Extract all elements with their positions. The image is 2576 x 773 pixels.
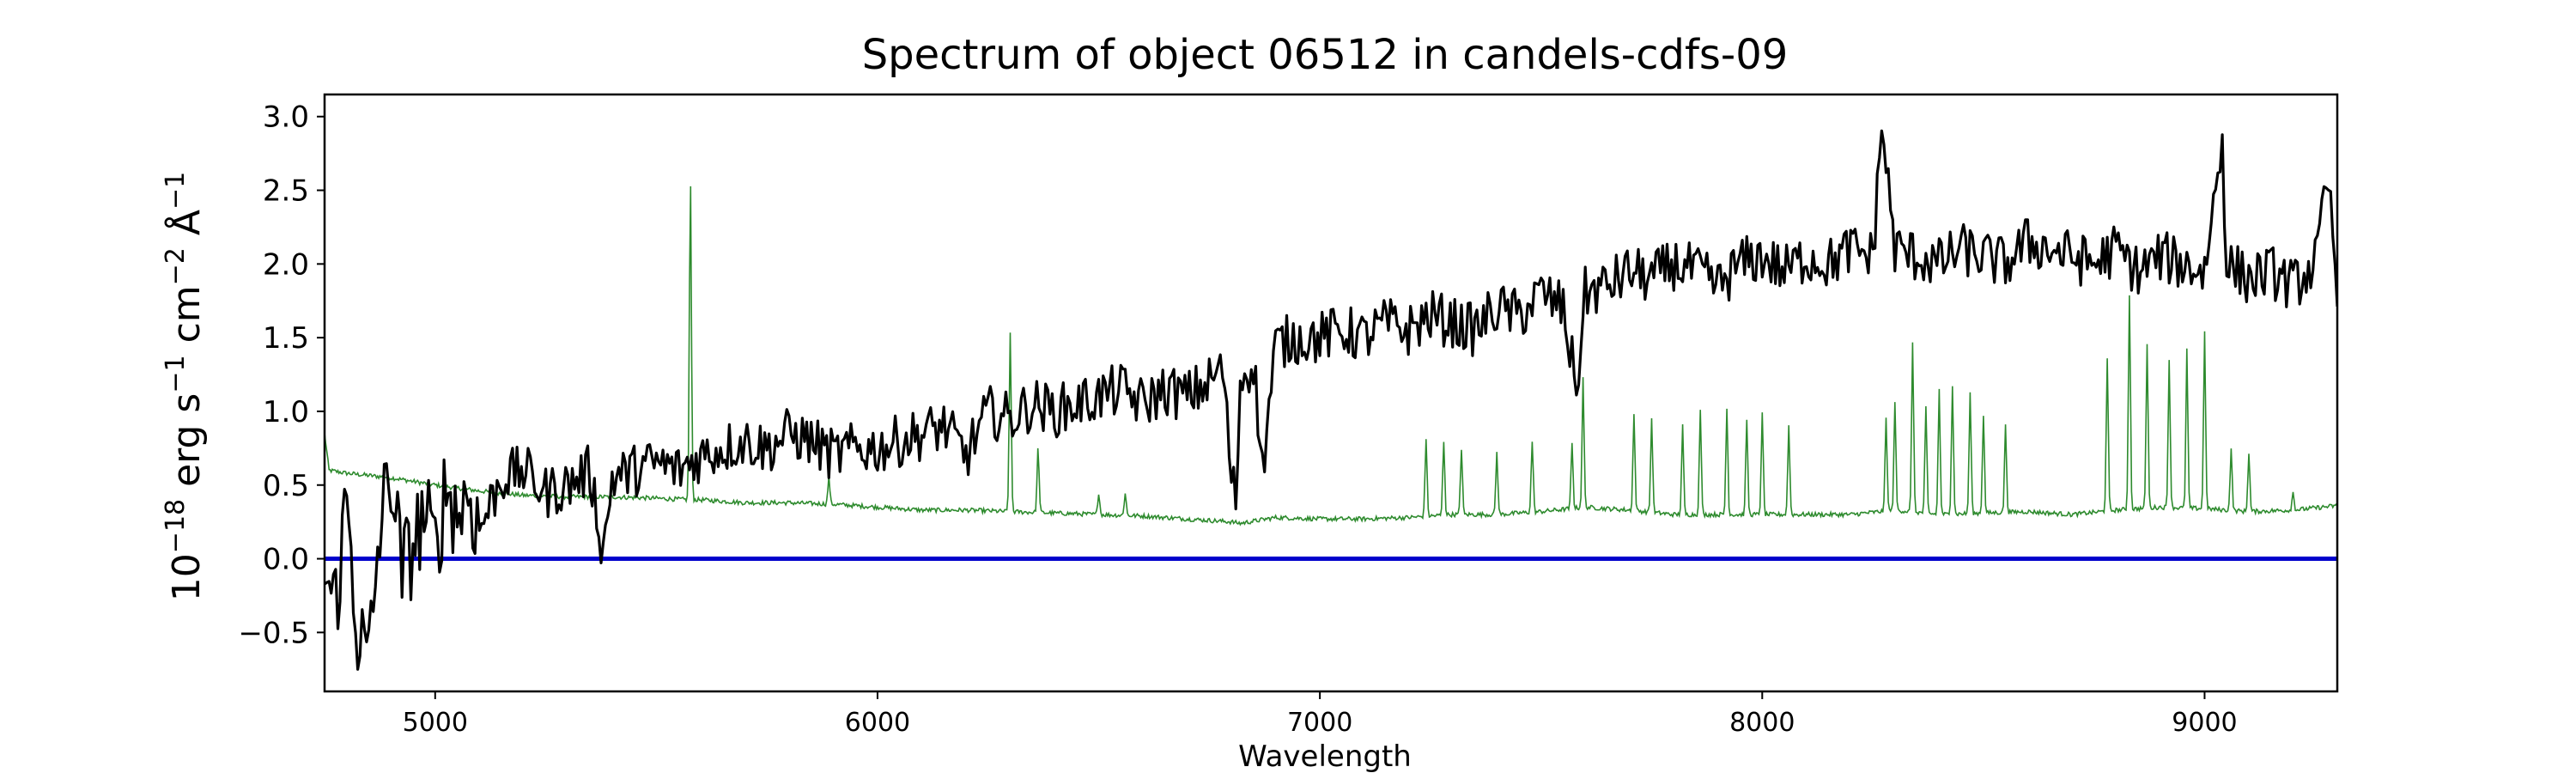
x-axis-label: Wavelength bbox=[1238, 740, 1412, 773]
x-tick-label: 9000 bbox=[2172, 708, 2237, 738]
sky-spectrum-line bbox=[325, 186, 2337, 526]
x-axis: 5000 6000 7000 8000 9000 bbox=[403, 691, 2238, 738]
y-tick-label: 2.5 bbox=[263, 174, 309, 209]
y-tick-label: 3.0 bbox=[263, 100, 309, 135]
x-tick-label: 6000 bbox=[845, 708, 910, 738]
y-tick-label: 0.0 bbox=[263, 543, 309, 577]
y-axis-label: 10−18 erg s−1 cm−2 Å−1 bbox=[161, 172, 209, 601]
flux-spectrum-line bbox=[325, 129, 2337, 671]
y-tick-label: −0.5 bbox=[238, 616, 309, 650]
y-axis: −0.5 0.0 0.5 1.0 1.5 2.0 2.5 3.0 bbox=[238, 100, 325, 650]
y-tick-label: 2.0 bbox=[263, 247, 309, 282]
x-tick-label: 7000 bbox=[1287, 708, 1352, 738]
x-tick-label: 8000 bbox=[1729, 708, 1795, 738]
y-tick-label: 0.5 bbox=[263, 469, 309, 503]
plot-frame bbox=[323, 93, 2339, 693]
y-tick-label: 1.0 bbox=[263, 395, 309, 429]
x-tick-label: 5000 bbox=[403, 708, 468, 738]
chart-title: Spectrum of object 06512 in candels-cdfs… bbox=[862, 31, 1789, 79]
y-tick-label: 1.5 bbox=[263, 321, 309, 356]
